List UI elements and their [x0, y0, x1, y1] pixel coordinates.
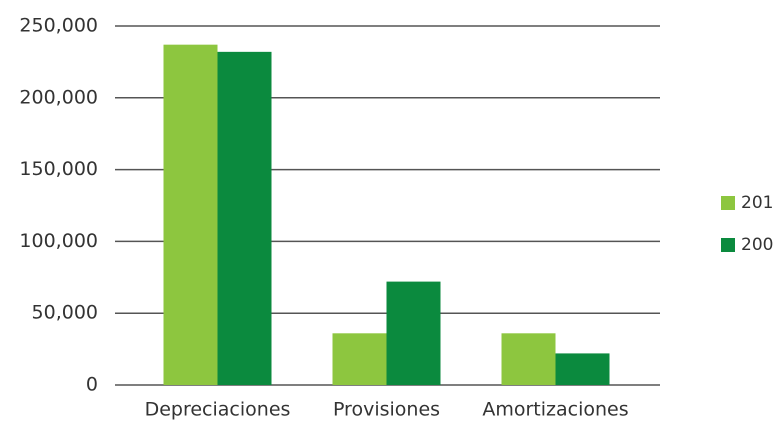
y-tick-label: 100,000: [19, 230, 98, 252]
legend-label: 2009: [741, 235, 774, 255]
y-tick-label: 250,000: [19, 15, 98, 37]
legend-swatch: [721, 196, 735, 210]
legend-swatch: [721, 238, 735, 252]
y-tick-label: 200,000: [19, 86, 98, 108]
y-tick-label: 50,000: [32, 302, 98, 324]
bar: [555, 353, 610, 385]
x-tick-label: Depreciaciones: [145, 399, 291, 421]
y-tick-label: 150,000: [19, 158, 98, 180]
x-tick-label: Provisiones: [333, 399, 440, 421]
bar: [332, 333, 387, 385]
bar: [217, 51, 272, 386]
bar: [163, 44, 218, 385]
legend-label: 2010: [741, 193, 774, 213]
x-tick-label: Amortizaciones: [482, 399, 628, 421]
bar: [501, 333, 556, 385]
legend: 2010 2009: [721, 193, 774, 255]
y-tick-label: 0: [86, 374, 98, 396]
bar: [386, 281, 441, 385]
